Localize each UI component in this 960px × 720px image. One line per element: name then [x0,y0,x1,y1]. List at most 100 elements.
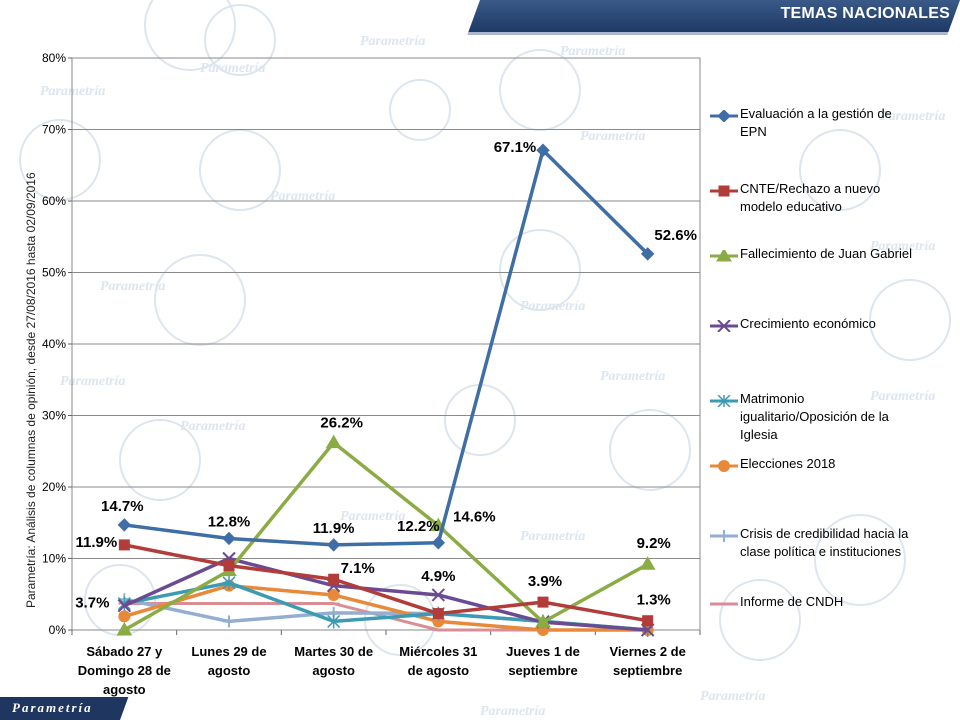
series-3-point [639,556,656,570]
svg-text:Parametría: Parametría [340,509,405,524]
data-label: 52.6% [654,227,697,244]
y-tick-label: 20% [42,480,66,494]
x-tick-label: septiembre [508,663,577,678]
x-tick-label: septiembre [613,663,682,678]
legend-key-2 [710,184,738,197]
series-line-2 [123,543,648,623]
svg-text:Parametría: Parametría [60,374,125,389]
series-1-point [326,538,341,552]
x-tick-label: Martes 30 de [294,644,373,659]
svg-text:Parametría: Parametría [200,61,265,76]
x-tick-label: Jueves 1 de [506,644,580,659]
svg-text:Parametría: Parametría [40,84,105,99]
legend-item-4: Crecimiento económico [740,315,940,333]
series-3-point [116,622,133,636]
y-tick-label: 80% [42,51,66,65]
legend-marker [717,109,731,123]
data-label: 1.3% [637,592,671,609]
data-label: 12.8% [208,513,251,530]
legend-marker [717,394,731,408]
series-2-point [118,539,130,551]
legend-item-label: igualitario/Oposición de la [740,409,889,424]
x-tick-label: Viernes 2 de [609,644,685,659]
svg-text:Parametría: Parametría [870,239,935,254]
svg-text:Parametría: Parametría [360,34,425,49]
series-4-point [431,588,446,602]
x-tick-label: agosto [312,663,355,678]
x-tick-label: Miércoles 31 [399,644,477,659]
legend-key-4 [710,319,738,333]
series-6-point [118,610,131,623]
svg-text:Parametría: Parametría [480,704,545,719]
series-6-point [327,588,340,601]
svg-text:Parametría: Parametría [270,189,335,204]
data-label: 26.2% [320,415,363,432]
legend-item-7: Crisis de credibilidad hacia la clase pol… [740,525,940,561]
data-label: 9.2% [637,535,671,552]
legend-key-6 [710,459,738,472]
legend-item-label: Crisis de credibilidad hacia la [740,526,909,541]
footer-brand-logo: Parametría [12,700,93,715]
legend-item-2: CNTE/Rechazo a nuevo modelo educativo [740,180,940,216]
series-5-point [117,596,131,611]
x-tick-label: Sábado 27 y [86,644,163,659]
svg-text:Parametría: Parametría [880,109,945,124]
series-3-point [535,614,551,628]
series-line-6 [123,583,648,632]
series-1-point [536,143,550,157]
legend-item-label: CNTE/Rechazo a nuevo [740,181,881,196]
legend-item-label: Crecimiento económico [740,316,876,331]
series-line-4 [123,556,648,632]
series-2-point [642,615,654,627]
legend-item-5: Matrimonio igualitario/Oposición de la Igl… [740,390,940,444]
legend-key-7 [710,529,738,542]
series-5-point [222,575,236,590]
data-label: 11.9% [313,520,355,537]
legend-item-label: EPN [740,124,767,139]
svg-text:Parametría: Parametría [580,129,645,144]
source-note: Parametría: Análisis de columnas de opin… [24,172,38,608]
x-tick-label: Domingo 28 de [78,663,171,678]
legend-key-3 [710,248,738,262]
y-tick-label: 70% [42,123,66,137]
svg-text:Parametría: Parametría [180,419,245,434]
svg-text:Parametría: Parametría [520,299,585,314]
legend-item-label: Evaluación a la gestión de [740,106,892,121]
y-tick-label: 40% [42,337,66,351]
x-tick-label: de agosto [408,663,469,678]
data-label: 12.2% [397,518,440,535]
series-2-point [328,573,340,585]
x-tick-label: agosto [208,663,251,678]
page-title: TEMAS NACIONALES [780,5,950,22]
legend-key-1 [710,109,738,123]
series-1-point [431,536,446,550]
legend-item-label: Matrimonio [740,391,805,406]
data-label: 7.1% [341,560,375,577]
legend-item-6: Elecciones 2018 [740,455,940,473]
svg-text:Parametría: Parametría [600,369,665,384]
legend-item-8: Informe de CNDH [740,593,940,611]
legend-item-label: clase política e instituciones [740,544,902,559]
legend-item-label: Fallecimiento de Juan Gabriel [740,246,912,261]
y-tick-label: 0% [49,623,67,637]
legend-key-5 [710,394,738,408]
data-label: 4.9% [421,568,455,585]
legend-marker [718,185,730,197]
series-1-point [222,531,236,546]
y-tick-label: 10% [42,552,66,566]
y-tick-label: 50% [42,266,66,280]
data-label: 67.1% [494,139,537,156]
series-2-point [223,560,235,572]
legend-item-3: Fallecimiento de Juan Gabriel [740,245,940,263]
y-tick-label: 30% [42,409,66,423]
svg-text:Parametría: Parametría [700,689,765,704]
legend-marker [718,530,730,542]
series-5-point [327,614,341,629]
svg-text:Parametría: Parametría [100,279,165,294]
y-tick-label: 60% [42,194,66,208]
legend-item-label: modelo educativo [740,199,842,214]
series-7-point [223,615,235,628]
data-label: 11.9% [75,534,117,551]
series-2-point [537,596,549,608]
